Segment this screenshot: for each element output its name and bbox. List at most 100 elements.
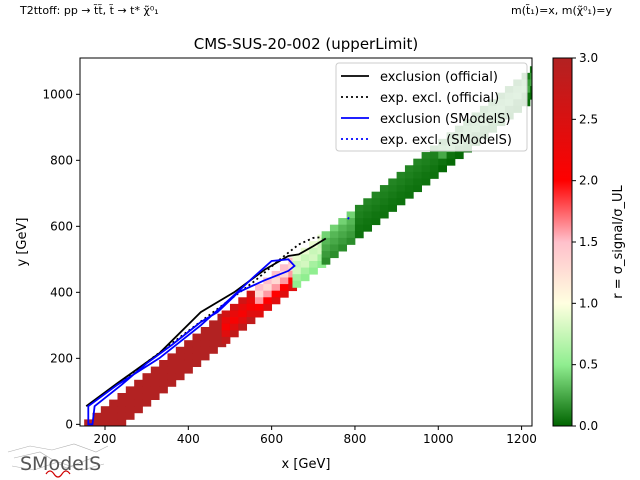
heatmap-cell — [271, 284, 281, 292]
logo-network-icon — [7, 443, 109, 471]
heatmap-cell — [413, 171, 422, 179]
heatmap-cell — [529, 72, 532, 80]
heatmap-cell — [371, 204, 381, 212]
heatmap-cell — [109, 419, 118, 426]
legend: exclusion (official) exp. excl. (officia… — [335, 62, 528, 152]
heatmap-cell — [271, 297, 281, 305]
heatmap-cell — [92, 419, 102, 426]
heatmap-cell — [346, 211, 356, 219]
heatmap-cell — [200, 340, 210, 348]
heatmap-cell — [271, 270, 281, 278]
mass-definition-header: m(t̃₁)=x, m(χ̃⁰₁)=y — [511, 4, 612, 17]
heatmap-cell — [109, 399, 118, 407]
heatmap-cell — [184, 340, 193, 348]
heatmap-cell — [254, 284, 264, 292]
heatmap-cell — [238, 323, 248, 331]
heatmap-cell — [454, 152, 464, 160]
heatmap-cell — [396, 191, 406, 199]
heatmap-cell — [354, 224, 364, 232]
smodels-expected-line — [347, 216, 350, 220]
heatmap-cell — [329, 224, 339, 232]
heatmap-cell — [363, 224, 373, 232]
heatmap-cell — [371, 218, 381, 226]
heatmap-cell — [117, 412, 127, 420]
heatmap-cell — [309, 247, 318, 255]
heatmap-cell — [413, 178, 422, 186]
colorbar-tick-label: 2.5 — [579, 112, 598, 126]
heatmap-cell — [263, 277, 273, 285]
heatmap-cell — [396, 171, 406, 179]
heatmap-cell — [404, 191, 414, 199]
heatmap-cell — [125, 393, 135, 400]
colorbar-label: r = σ_signal/σ_UL — [611, 184, 626, 298]
x-axis-ticks: 200 400 600 800 1000 1200 — [94, 426, 537, 446]
heatmap-cell — [438, 158, 447, 166]
heatmap-cell — [100, 406, 110, 414]
heatmap-cell — [100, 419, 110, 426]
heatmap-cell — [200, 353, 210, 361]
heatmap-cell — [184, 353, 193, 361]
heatmap-cell — [279, 290, 289, 298]
colorbar-ticks: 0.0 0.5 1.0 1.5 2.0 2.5 3.0 — [572, 51, 598, 433]
heatmap-cell — [134, 393, 143, 400]
heatmap-cell — [117, 419, 127, 426]
colorbar-tick-label: 2.0 — [579, 174, 598, 188]
heatmap-cell — [100, 412, 110, 420]
heatmap-cell — [338, 237, 348, 245]
heatmap-cell — [167, 379, 177, 387]
heatmap-cell — [246, 310, 256, 318]
heatmap-cell — [254, 290, 264, 298]
heatmap-cell — [309, 241, 318, 249]
heatmap-cell — [421, 171, 431, 179]
colorbar-gradient — [552, 57, 573, 427]
heatmap-cell — [238, 310, 248, 318]
heatmap-cell — [529, 92, 532, 100]
heatmap-cell — [321, 257, 331, 265]
heatmap-cell — [279, 277, 289, 285]
y-axis-ticks: 0 200 400 600 800 1000 — [42, 87, 80, 431]
heatmap-cell — [292, 260, 302, 268]
y-tick-label: 0 — [65, 417, 73, 431]
heatmap-cell — [134, 399, 143, 407]
heatmap-cell — [388, 191, 398, 199]
heatmap-cell — [142, 373, 152, 381]
heatmap-cell — [209, 320, 218, 328]
heatmap-cell — [429, 152, 439, 160]
heatmap-cell — [209, 333, 218, 341]
heatmap-cell — [142, 379, 152, 387]
heatmap-cell — [221, 330, 231, 338]
heatmap-cell — [279, 284, 289, 292]
heatmap-cell — [292, 274, 302, 282]
heatmap-cell — [354, 204, 364, 212]
heatmap-cell — [404, 165, 414, 173]
heatmap-cell — [125, 412, 135, 420]
heatmap-cell — [92, 412, 102, 420]
heatmap-cell — [346, 237, 356, 245]
x-tick-label: 1000 — [423, 432, 454, 446]
colorbar-tick-label: 1.5 — [579, 235, 598, 249]
heatmap-cell — [117, 399, 127, 407]
heatmap-cell — [300, 254, 310, 262]
heatmap-cell — [229, 330, 239, 338]
heatmap-cell — [175, 373, 185, 381]
heatmap-cell — [388, 178, 398, 186]
heatmap-cell — [404, 185, 414, 193]
heatmap-cell — [209, 326, 218, 334]
x-axis-label: x [GeV] — [282, 457, 331, 472]
legend-label-smodels: exclusion (SModelS) — [380, 112, 511, 127]
plot-frame — [79, 57, 533, 427]
heatmap-cell — [159, 379, 168, 387]
heatmap-cell — [429, 165, 439, 173]
heatmap-cell — [209, 340, 218, 348]
colorbar-tick-label: 0.0 — [579, 419, 598, 433]
heatmap-cell — [379, 204, 389, 212]
heatmap-cell — [300, 274, 310, 282]
heatmap-cell — [263, 303, 273, 311]
y-tick-label: 800 — [50, 153, 73, 167]
chart-title: CMS-SUS-20-002 (upperLimit) — [194, 35, 419, 53]
heatmap-cell — [379, 211, 389, 219]
heatmap-cell — [134, 379, 143, 387]
heatmap-cell — [404, 171, 414, 179]
heatmap-cell — [109, 412, 118, 420]
heatmap-cell — [354, 218, 364, 226]
